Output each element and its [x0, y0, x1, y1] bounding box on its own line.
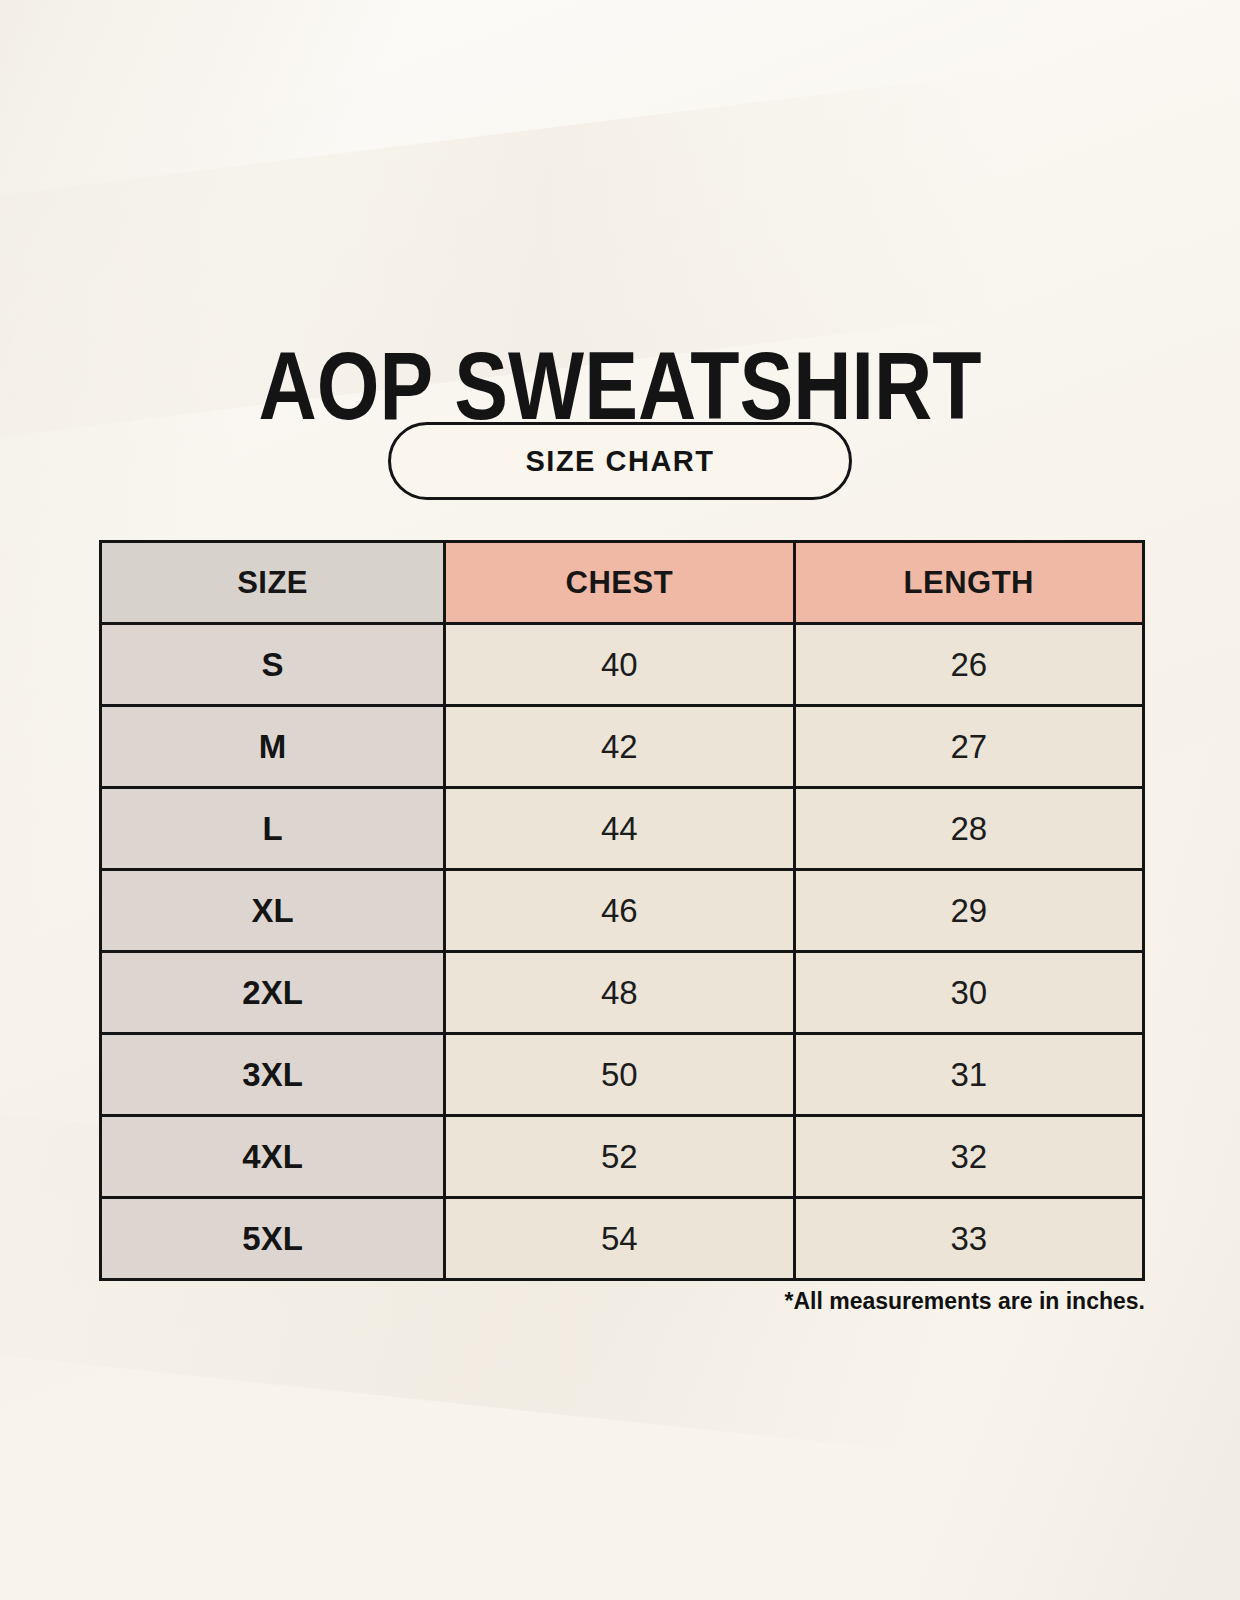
table-row: 5XL5433 — [101, 1198, 1144, 1280]
size-chart-badge: SIZE CHART — [388, 422, 852, 500]
column-header-size: SIZE — [101, 542, 445, 624]
chest-cell: 52 — [445, 1116, 794, 1198]
length-cell: 28 — [794, 788, 1143, 870]
chest-cell: 42 — [445, 706, 794, 788]
size-cell: M — [101, 706, 445, 788]
table-row: 3XL5031 — [101, 1034, 1144, 1116]
length-cell: 29 — [794, 870, 1143, 952]
chest-cell: 46 — [445, 870, 794, 952]
chest-cell: 54 — [445, 1198, 794, 1280]
table-row: S4026 — [101, 624, 1144, 706]
size-cell: S — [101, 624, 445, 706]
size-cell: L — [101, 788, 445, 870]
size-table: SIZE CHEST LENGTH S4026M4227L4428XL46292… — [99, 540, 1145, 1281]
column-header-chest: CHEST — [445, 542, 794, 624]
chest-cell: 48 — [445, 952, 794, 1034]
size-cell: 5XL — [101, 1198, 445, 1280]
table-row: XL4629 — [101, 870, 1144, 952]
size-cell: 2XL — [101, 952, 445, 1034]
length-cell: 32 — [794, 1116, 1143, 1198]
page-title: AOP SWEATSHIRT — [99, 338, 1141, 434]
chest-cell: 50 — [445, 1034, 794, 1116]
table-row: M4227 — [101, 706, 1144, 788]
size-chart-badge-label: SIZE CHART — [526, 445, 715, 478]
table-row: 2XL4830 — [101, 952, 1144, 1034]
table-header-row: SIZE CHEST LENGTH — [101, 542, 1144, 624]
table-row: 4XL5232 — [101, 1116, 1144, 1198]
table-row: L4428 — [101, 788, 1144, 870]
length-cell: 27 — [794, 706, 1143, 788]
chest-cell: 40 — [445, 624, 794, 706]
chest-cell: 44 — [445, 788, 794, 870]
length-cell: 30 — [794, 952, 1143, 1034]
size-cell: 3XL — [101, 1034, 445, 1116]
measurements-footnote: *All measurements are in inches. — [785, 1288, 1146, 1315]
length-cell: 26 — [794, 624, 1143, 706]
length-cell: 33 — [794, 1198, 1143, 1280]
column-header-length: LENGTH — [794, 542, 1143, 624]
size-cell: XL — [101, 870, 445, 952]
size-cell: 4XL — [101, 1116, 445, 1198]
length-cell: 31 — [794, 1034, 1143, 1116]
size-table-body: S4026M4227L4428XL46292XL48303XL50314XL52… — [101, 624, 1144, 1280]
